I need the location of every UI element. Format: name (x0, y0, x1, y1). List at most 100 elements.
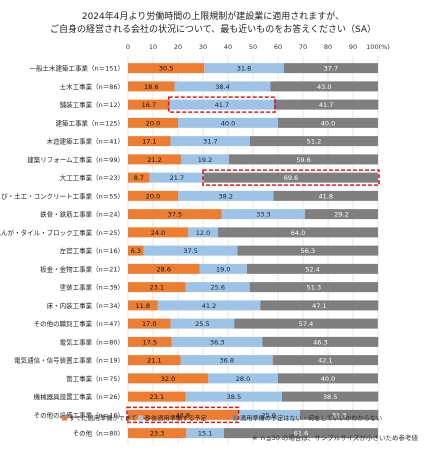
bar-segment (282, 391, 379, 402)
bar-segment (128, 245, 144, 256)
legend-label: すでに適用準備ができている (69, 415, 150, 423)
data-label: 11.8 (136, 302, 150, 310)
bar-segment (237, 409, 300, 420)
bar-segment (185, 282, 250, 293)
x-tick-label: 80 (324, 43, 332, 51)
highlight-box (167, 96, 276, 113)
data-label: 37.7 (324, 65, 338, 73)
data-label: 28.0 (236, 375, 250, 383)
category-label: 一般土木建築工事業（n＝151） (29, 64, 124, 73)
chart-title-line-2: ご自身の経営される会社の状況について、最も近いものをお答えください（SA） (49, 25, 377, 35)
bar-segment (170, 136, 250, 147)
bar-segment (171, 336, 263, 347)
highlight-box (202, 169, 380, 186)
category-label: 舗装工事業（n＝12） (60, 100, 124, 109)
data-label: 69.6 (284, 174, 298, 182)
data-label: 37.5 (183, 247, 197, 255)
data-label: 51.3 (307, 284, 321, 292)
x-tick-label: 50 (249, 43, 257, 51)
data-label: 51.2 (307, 138, 321, 146)
x-tick-label: 70 (299, 43, 307, 51)
category-label: 建築工事業（n＝125） (55, 118, 124, 127)
bar-segment (128, 373, 208, 384)
data-label: 43.0 (317, 83, 331, 91)
bar-segment (249, 282, 378, 293)
bar-segment (278, 373, 378, 384)
category-label: 塗装工事業（n＝39） (60, 283, 124, 292)
category-label: その他（n＝80） (73, 429, 124, 438)
bar-segment (181, 154, 229, 165)
data-label: 23.1 (150, 284, 164, 292)
category-label: 左官工事業（n＝16） (60, 246, 124, 255)
bar-segment (128, 282, 186, 293)
bar-segment (262, 336, 379, 347)
highlight-box (126, 406, 240, 424)
bar-segment (234, 318, 378, 329)
bar-segment (185, 391, 282, 402)
data-label: 61.6 (294, 430, 308, 438)
data-label: 38.5 (323, 393, 337, 401)
data-label: 52.4 (305, 265, 319, 273)
data-label: 56.3 (301, 247, 315, 255)
data-label: 64.0 (291, 229, 305, 237)
bar-segment (204, 172, 378, 183)
bar-segment (128, 81, 175, 92)
data-label: 19.2 (198, 156, 212, 164)
data-label: 15.1 (198, 430, 212, 438)
data-label: 59.6 (296, 156, 310, 164)
data-label: 21.7 (170, 174, 184, 182)
data-label: 57.4 (299, 320, 313, 328)
bar-segment (169, 99, 274, 110)
data-label: 21.1 (147, 357, 161, 365)
data-label: 18.6 (144, 83, 158, 91)
data-label: 37.5 (168, 211, 182, 219)
data-label: 36.8 (220, 357, 234, 365)
data-label: 23.1 (150, 393, 164, 401)
legend-label: 適用準備の予定はない・何をしていいかわからない (240, 415, 382, 423)
data-label: 41.7 (215, 101, 229, 109)
bar-segment (199, 263, 247, 274)
bar-segment (128, 227, 188, 238)
category-label: 電気工事業（n＝80） (60, 337, 124, 346)
data-label: 28.6 (157, 265, 171, 273)
x-tick-label: 40 (224, 43, 232, 51)
data-label: 40.0 (321, 119, 335, 127)
x-tick-label: 100(%) (366, 43, 390, 51)
category-label: 機械器具設置工事業（n＝26） (34, 392, 124, 401)
legend-swatch (62, 415, 67, 421)
category-label: 建築リフォーム工事業（n＝99） (27, 155, 124, 164)
data-label: 19.0 (216, 265, 230, 273)
x-tick-label: 60 (274, 43, 282, 51)
legend-swatch (233, 415, 238, 421)
bar-segment (208, 373, 278, 384)
data-label: 17.1 (142, 138, 156, 146)
bar-segment (128, 409, 238, 420)
bar-segment (128, 136, 171, 147)
data-label: 8.7 (134, 174, 144, 182)
data-label: 31.7 (203, 138, 217, 146)
bar-segment (157, 300, 261, 311)
data-label: 6.3 (131, 247, 141, 255)
data-label: 29.2 (334, 211, 348, 219)
data-label: 17.5 (143, 338, 157, 346)
bar-segment (128, 336, 172, 347)
bar-segment (180, 355, 273, 366)
bar-segment (229, 154, 378, 165)
bar-segment (128, 355, 181, 366)
bar-segment (128, 263, 200, 274)
bar-segment (250, 136, 378, 147)
data-label: 43.8 (176, 411, 190, 419)
data-label: 20.0 (146, 119, 160, 127)
bar-segment (128, 209, 222, 220)
category-label: 大工工事業（n＝23） (60, 173, 124, 182)
bar-segment (188, 227, 218, 238)
x-tick-label: 20 (174, 43, 182, 51)
bar-segment (149, 172, 204, 183)
category-label: その他の職別工事業（n＝47） (34, 319, 124, 328)
category-label: 石工・れんが・タイル・ブロック工事業（n＝25） (0, 228, 124, 237)
bar-segment (128, 172, 150, 183)
category-label: 床・内装工事業（n＝34） (47, 301, 124, 310)
data-label: 41.7 (319, 101, 333, 109)
bar-segment (128, 300, 158, 311)
